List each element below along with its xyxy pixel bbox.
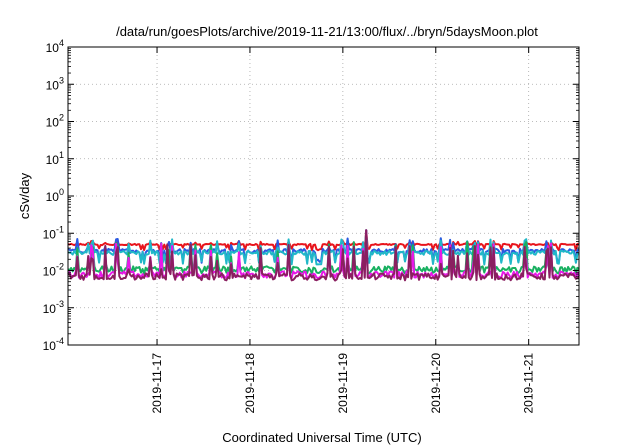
x-tick-label: 2019-11-19 [336,353,350,414]
y-tick-label: 103 [46,75,64,92]
y-tick-label: 101 [46,150,64,167]
y-axis: 104 103 102 101 100 10-1 10-2 10-3 10-4 [43,38,579,353]
y-axis-label: cSv/day [17,172,32,219]
x-tick-label: 2019-11-18 [243,353,257,414]
chart-title: /data/run/goesPlots/archive/2019-11-21/1… [116,24,538,39]
y-tick-label: 10-2 [43,262,64,279]
x-tick-label: 2019-11-17 [150,353,164,414]
y-tick-label: 10-3 [43,299,64,316]
series-group [67,229,580,282]
grid [68,47,579,345]
x-tick-label: 2019-11-21 [522,353,536,414]
y-tick-label: 102 [46,113,64,130]
y-tick-label: 10-4 [43,336,64,353]
y-tick-label: 100 [46,187,64,204]
x-axis-label: Coordinated Universal Time (UTC) [222,430,421,445]
x-axis: 2019-11-17 2019-11-18 2019-11-19 2019-11-20… [150,47,536,414]
series-line-5 [67,229,580,282]
y-tick-label: 10-1 [43,224,64,241]
y-tick-label: 104 [46,38,64,55]
x-tick-label: 2019-11-20 [429,353,443,414]
